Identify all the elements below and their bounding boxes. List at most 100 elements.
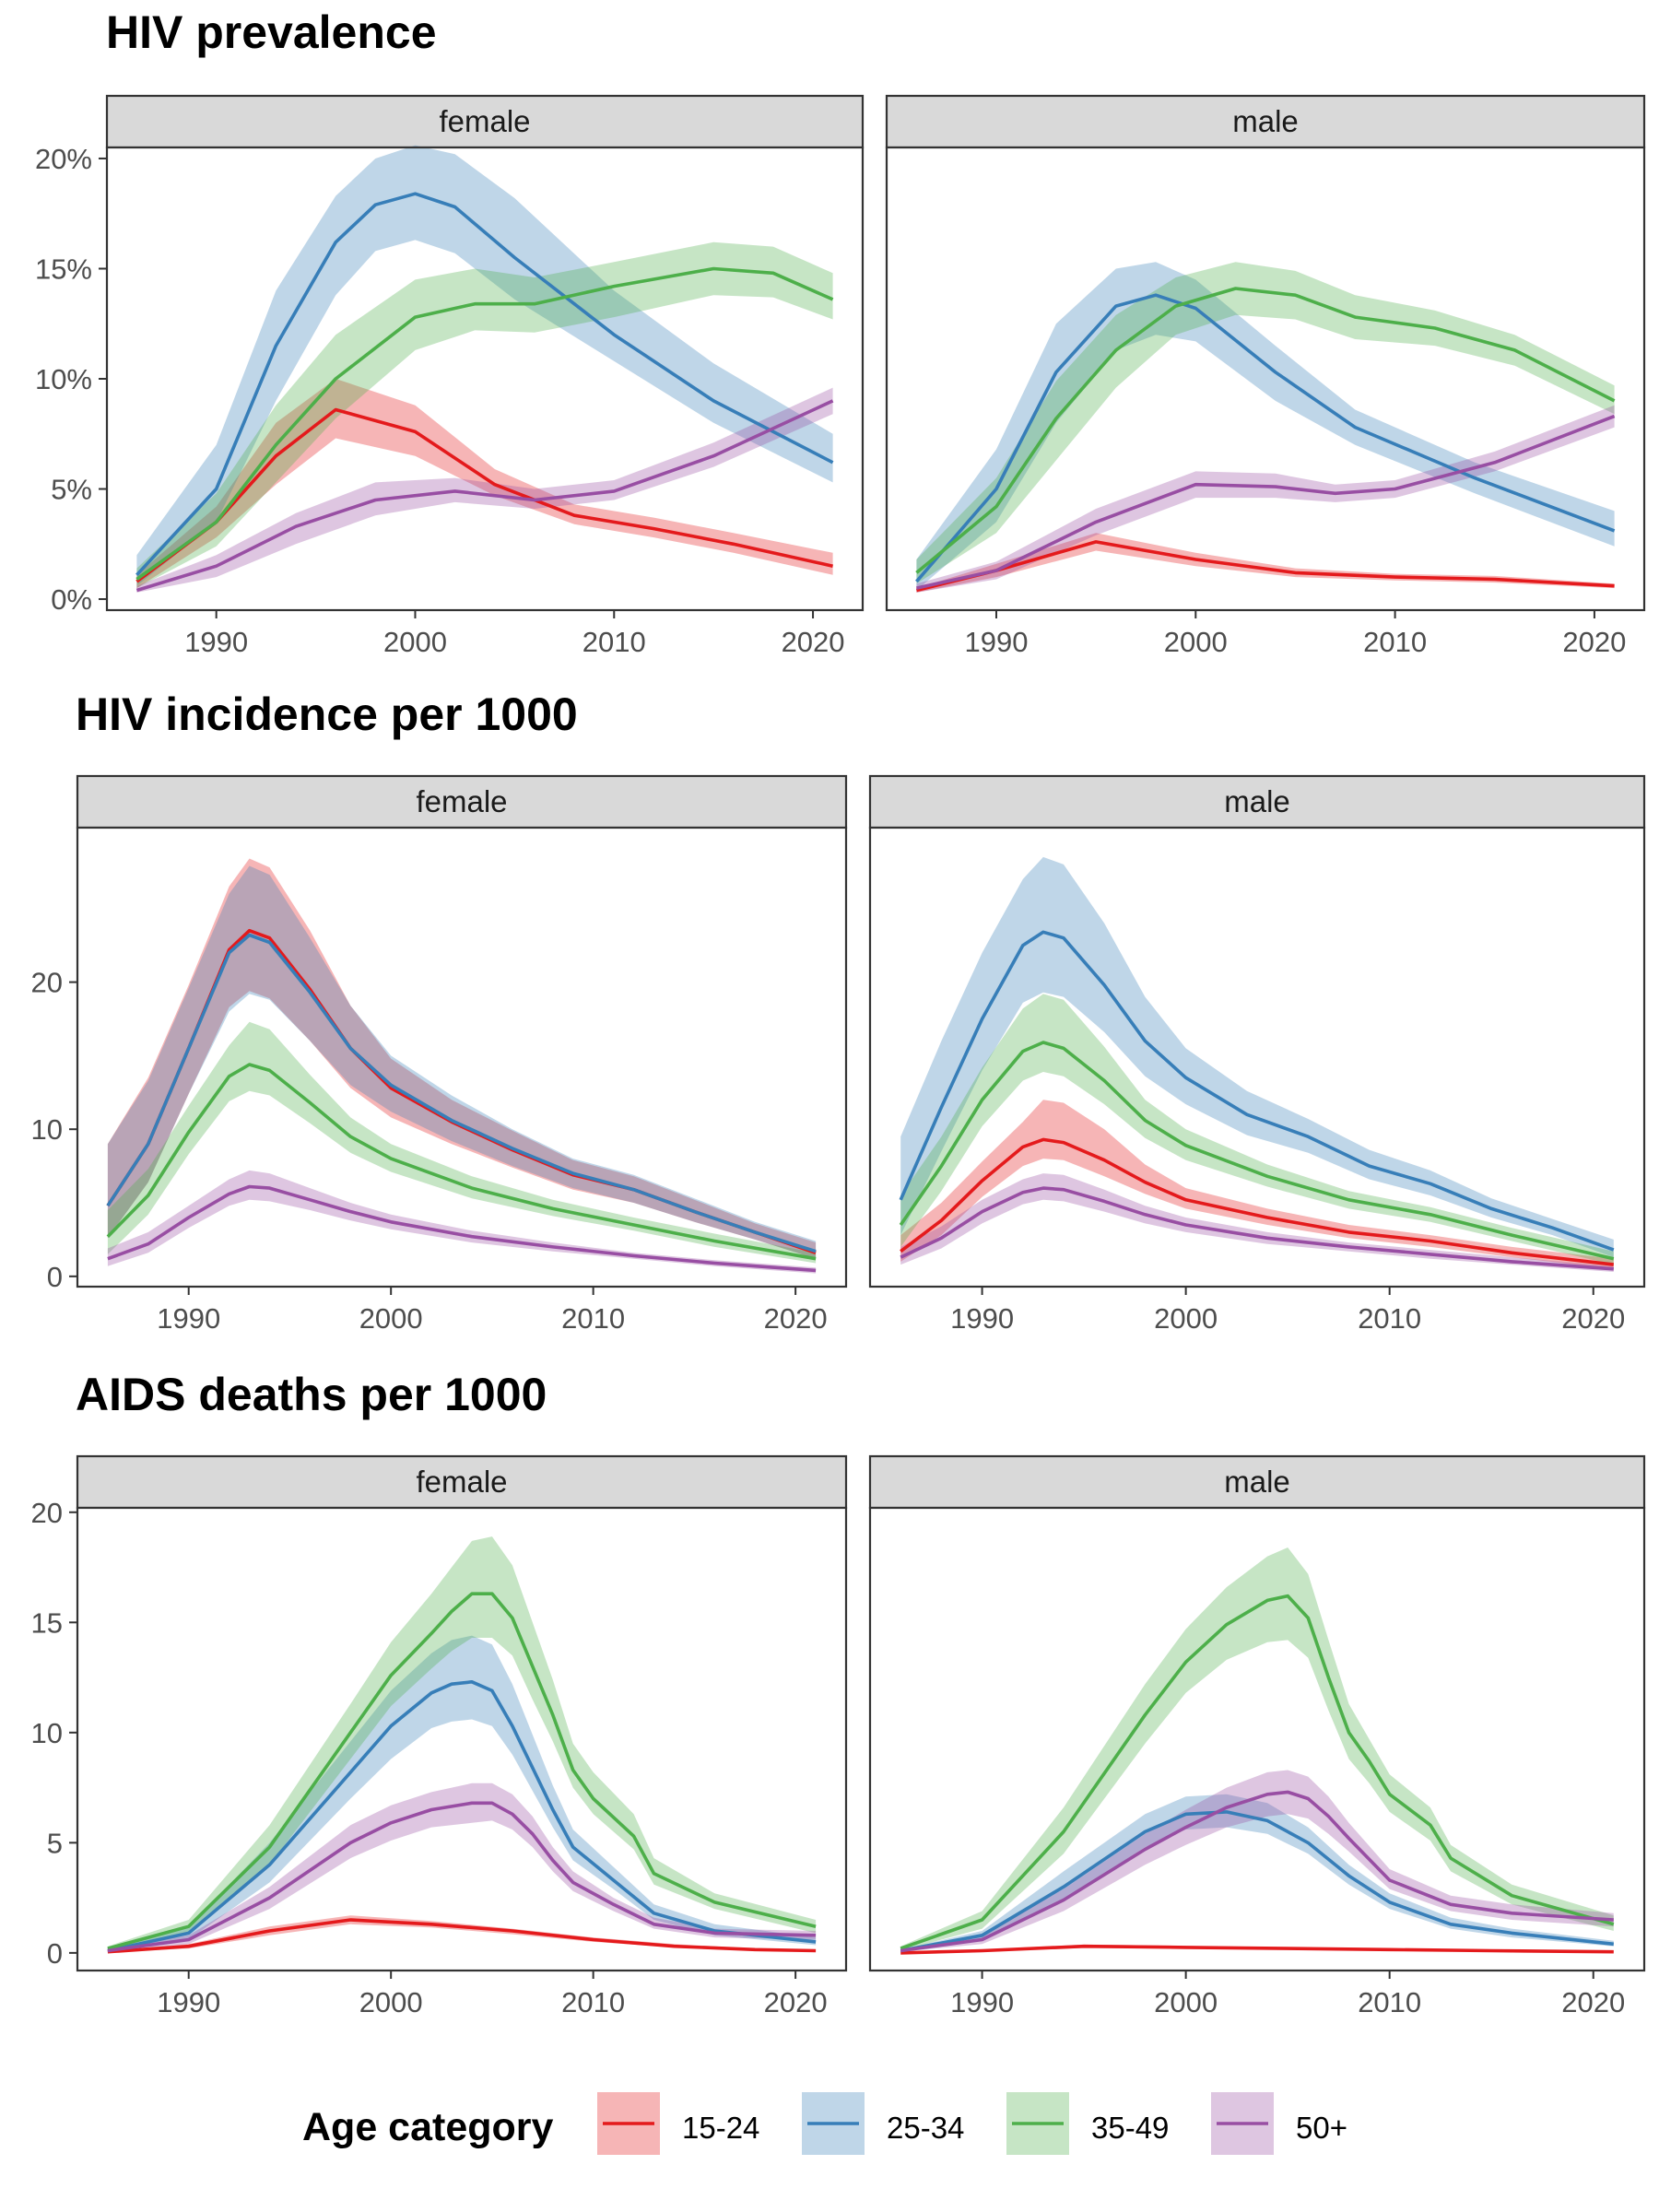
- panel-female: 1990 2000 2010 2020 0 10 20: [31, 774, 848, 1335]
- y-tick-label: 5%: [51, 474, 92, 506]
- y-tick-label: 10: [31, 1113, 63, 1146]
- x-tick-label: 2020: [764, 1986, 828, 2018]
- facet-strip: [868, 774, 1646, 830]
- y-tick-label: 0: [47, 1937, 63, 1970]
- section-aids-deaths: AIDS deaths per 1000 1990 2000 2010 2020 0 5 1…: [31, 1369, 1646, 2018]
- facet-label-male: male: [1232, 104, 1299, 138]
- section-hiv-prevalence: HIV prevalence 1990 2000 2010 2020 0% 5% 10% 15…: [35, 6, 1646, 658]
- x-tick-label: 1990: [157, 1986, 220, 2018]
- facet-strip: [105, 94, 865, 149]
- x-tick-label: 1990: [964, 626, 1028, 658]
- line-15-24: [135, 407, 833, 583]
- facet-strip: [76, 1454, 848, 1510]
- plot-area: [870, 828, 1644, 1287]
- facet-strip: [885, 94, 1646, 149]
- ribbon-35-49: [900, 1547, 1614, 1951]
- ribbon-50plus: [136, 387, 833, 593]
- x-tick-label: 2000: [359, 1986, 423, 2018]
- y-tick-label: 15: [31, 1606, 63, 1639]
- panel-border: [76, 826, 848, 1288]
- facet-label-female: female: [416, 784, 507, 818]
- legend-label-35-49: 35-49: [1091, 2111, 1169, 2145]
- ribbon-25-34: [107, 1635, 817, 1952]
- x-tick-label: 2000: [383, 626, 447, 658]
- line-35-49: [135, 266, 834, 581]
- ribbon-25-34: [900, 1794, 1614, 1952]
- section-hiv-incidence: HIV incidence per 1000 1990 2000 2010 20200…: [31, 688, 1646, 1335]
- ribbon-15-24: [900, 1100, 1614, 1269]
- y-tick-label: 5: [47, 1827, 63, 1859]
- line-25-34: [899, 930, 1615, 1252]
- panel-female: 1990 2000 2010 2020 0 5 10 15 20: [31, 1454, 848, 2018]
- line-50plus: [107, 1801, 817, 1953]
- plot-area: [77, 828, 846, 1287]
- x-tick-label: 2020: [782, 626, 845, 658]
- y-tick-label: 15%: [35, 253, 92, 285]
- line-25-34: [107, 1680, 817, 1953]
- x-tick-label: 2000: [359, 1302, 423, 1335]
- line-35-49: [106, 1063, 817, 1261]
- x-tick-label: 2020: [1562, 626, 1626, 658]
- facet-label-male: male: [1224, 1465, 1290, 1499]
- section-title: AIDS deaths per 1000: [76, 1369, 547, 1420]
- x-tick-label: 2010: [1358, 1302, 1421, 1335]
- panel-border: [76, 1506, 848, 1972]
- y-tick-label: 10: [31, 1717, 63, 1749]
- y-tick-label: 20%: [35, 143, 92, 175]
- x-tick-label: 2020: [1561, 1986, 1625, 2018]
- ribbon-25-34: [916, 262, 1615, 591]
- line-25-34: [915, 293, 1616, 583]
- facet-label-female: female: [416, 1465, 507, 1499]
- line-50plus: [900, 1186, 1614, 1271]
- line-15-24: [900, 1944, 1614, 1955]
- panel-male: 1990 2000 2010 2020: [885, 94, 1646, 658]
- x-tick-label: 1990: [157, 1302, 220, 1335]
- x-tick-label: 2010: [561, 1986, 625, 2018]
- legend-label-25-34: 25-34: [887, 2111, 964, 2145]
- line-50plus: [916, 414, 1616, 590]
- facet-label-female: female: [439, 104, 530, 138]
- x-tick-label: 1990: [950, 1302, 1014, 1335]
- y-tick-label: 0%: [51, 583, 92, 616]
- legend-label-15-24: 15-24: [682, 2111, 759, 2145]
- line-50plus: [135, 399, 834, 593]
- ribbon-50plus: [900, 1173, 1614, 1272]
- ribbon-25-34: [136, 145, 833, 586]
- plot-area: [887, 147, 1644, 610]
- facet-label-male: male: [1224, 784, 1290, 818]
- x-tick-label: 2010: [1358, 1986, 1421, 2018]
- x-tick-label: 2010: [1363, 626, 1427, 658]
- line-50plus: [900, 1790, 1614, 1953]
- x-tick-label: 2000: [1154, 1986, 1218, 2018]
- ribbon-35-49: [916, 262, 1615, 584]
- plot-area: [77, 1508, 846, 1971]
- y-tick-label: 0: [47, 1261, 63, 1293]
- x-tick-label: 2000: [1164, 626, 1228, 658]
- x-tick-label: 2010: [582, 626, 646, 658]
- legend-title: Age category: [302, 2105, 554, 2149]
- line-50plus: [107, 1184, 817, 1273]
- panel-border: [868, 1506, 1646, 1972]
- x-tick-label: 2020: [764, 1302, 828, 1335]
- panel-female: 1990 2000 2010 2020 0% 5% 10% 15% 20%: [35, 94, 865, 658]
- ribbon-35-49: [136, 241, 833, 589]
- ribbon-50plus: [900, 1770, 1614, 1952]
- line-35-49: [107, 1592, 817, 1950]
- y-tick-label: 20: [31, 967, 63, 999]
- legend: Age category 15-24 25-34 35-49 50+: [302, 2092, 1347, 2155]
- ribbon-50plus: [107, 1170, 817, 1274]
- x-tick-label: 2000: [1154, 1302, 1218, 1335]
- line-35-49: [899, 1041, 1615, 1261]
- line-25-34: [106, 933, 817, 1253]
- line-15-24: [107, 1918, 817, 1954]
- x-tick-label: 1990: [950, 1986, 1014, 2018]
- line-35-49: [900, 1594, 1615, 1950]
- plot-area: [870, 1508, 1644, 1971]
- section-title: HIV incidence per 1000: [76, 688, 578, 740]
- x-tick-label: 1990: [184, 626, 248, 658]
- section-title: HIV prevalence: [106, 6, 437, 58]
- legend-label-50plus: 50+: [1296, 2111, 1347, 2145]
- panel-border: [885, 146, 1646, 612]
- panel-male: 1990 2000 2010 2020: [868, 1454, 1646, 2018]
- line-15-24: [915, 540, 1615, 593]
